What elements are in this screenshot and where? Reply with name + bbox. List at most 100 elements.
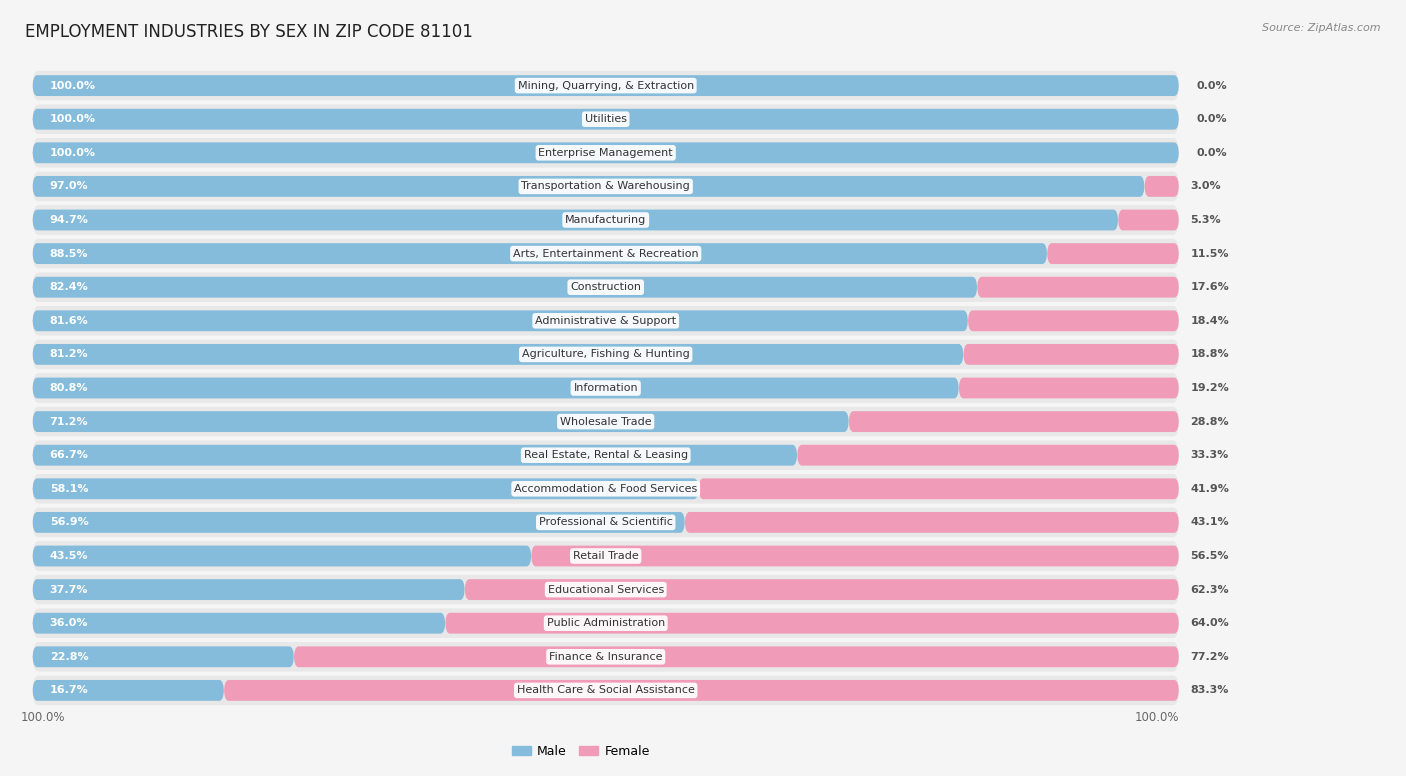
Text: 41.9%: 41.9%: [1191, 483, 1229, 494]
Text: EMPLOYMENT INDUSTRIES BY SEX IN ZIP CODE 81101: EMPLOYMENT INDUSTRIES BY SEX IN ZIP CODE…: [25, 23, 474, 41]
FancyBboxPatch shape: [294, 646, 1178, 667]
Text: 37.7%: 37.7%: [49, 584, 89, 594]
Text: 100.0%: 100.0%: [49, 114, 96, 124]
FancyBboxPatch shape: [32, 546, 531, 566]
Text: Arts, Entertainment & Recreation: Arts, Entertainment & Recreation: [513, 248, 699, 258]
Text: 0.0%: 0.0%: [1197, 81, 1226, 91]
FancyBboxPatch shape: [32, 210, 1118, 230]
FancyBboxPatch shape: [32, 608, 1178, 638]
FancyBboxPatch shape: [32, 138, 1178, 168]
Text: Administrative & Support: Administrative & Support: [536, 316, 676, 326]
FancyBboxPatch shape: [32, 205, 1178, 235]
Text: 88.5%: 88.5%: [49, 248, 89, 258]
Text: 36.0%: 36.0%: [49, 618, 89, 629]
FancyBboxPatch shape: [1144, 176, 1178, 197]
FancyBboxPatch shape: [32, 378, 959, 398]
Text: Accommodation & Food Services: Accommodation & Food Services: [515, 483, 697, 494]
FancyBboxPatch shape: [32, 243, 1047, 264]
Text: 43.5%: 43.5%: [49, 551, 89, 561]
Text: 33.3%: 33.3%: [1191, 450, 1229, 460]
FancyBboxPatch shape: [32, 613, 446, 634]
Text: 22.8%: 22.8%: [49, 652, 89, 662]
Text: 80.8%: 80.8%: [49, 383, 89, 393]
FancyBboxPatch shape: [224, 680, 1178, 701]
Text: 43.1%: 43.1%: [1191, 518, 1229, 528]
Text: Wholesale Trade: Wholesale Trade: [560, 417, 651, 427]
Text: 77.2%: 77.2%: [1191, 652, 1229, 662]
Text: 100.0%: 100.0%: [21, 712, 66, 724]
FancyBboxPatch shape: [32, 75, 1178, 96]
Text: Manufacturing: Manufacturing: [565, 215, 647, 225]
Text: Real Estate, Rental & Leasing: Real Estate, Rental & Leasing: [523, 450, 688, 460]
FancyBboxPatch shape: [32, 306, 1178, 335]
FancyBboxPatch shape: [32, 344, 963, 365]
Text: 18.4%: 18.4%: [1191, 316, 1229, 326]
Text: Enterprise Management: Enterprise Management: [538, 147, 673, 158]
Text: 81.6%: 81.6%: [49, 316, 89, 326]
Text: Retail Trade: Retail Trade: [572, 551, 638, 561]
Text: 100.0%: 100.0%: [49, 81, 96, 91]
FancyBboxPatch shape: [32, 407, 1178, 436]
FancyBboxPatch shape: [32, 340, 1178, 369]
Text: Construction: Construction: [571, 282, 641, 293]
FancyBboxPatch shape: [699, 478, 1178, 499]
Text: 0.0%: 0.0%: [1197, 147, 1226, 158]
FancyBboxPatch shape: [32, 575, 1178, 605]
Text: Mining, Quarrying, & Extraction: Mining, Quarrying, & Extraction: [517, 81, 693, 91]
FancyBboxPatch shape: [849, 411, 1178, 432]
Text: Information: Information: [574, 383, 638, 393]
Text: 19.2%: 19.2%: [1191, 383, 1229, 393]
FancyBboxPatch shape: [32, 272, 1178, 302]
Text: 66.7%: 66.7%: [49, 450, 89, 460]
Text: Finance & Insurance: Finance & Insurance: [548, 652, 662, 662]
FancyBboxPatch shape: [32, 373, 1178, 403]
Text: 82.4%: 82.4%: [49, 282, 89, 293]
Legend: Male, Female: Male, Female: [508, 740, 655, 763]
Text: 97.0%: 97.0%: [49, 182, 89, 192]
FancyBboxPatch shape: [963, 344, 1178, 365]
Text: 56.9%: 56.9%: [49, 518, 89, 528]
FancyBboxPatch shape: [32, 411, 849, 432]
FancyBboxPatch shape: [685, 512, 1178, 533]
Text: Public Administration: Public Administration: [547, 618, 665, 629]
FancyBboxPatch shape: [32, 642, 1178, 671]
Text: 16.7%: 16.7%: [49, 685, 89, 695]
Text: 58.1%: 58.1%: [49, 483, 89, 494]
Text: 81.2%: 81.2%: [49, 349, 89, 359]
Text: Agriculture, Fishing & Hunting: Agriculture, Fishing & Hunting: [522, 349, 689, 359]
FancyBboxPatch shape: [32, 478, 699, 499]
FancyBboxPatch shape: [32, 277, 977, 298]
FancyBboxPatch shape: [32, 512, 685, 533]
FancyBboxPatch shape: [32, 239, 1178, 268]
FancyBboxPatch shape: [32, 71, 1178, 100]
FancyBboxPatch shape: [32, 680, 224, 701]
FancyBboxPatch shape: [531, 546, 1178, 566]
Text: 56.5%: 56.5%: [1191, 551, 1229, 561]
Text: 18.8%: 18.8%: [1191, 349, 1229, 359]
FancyBboxPatch shape: [797, 445, 1178, 466]
FancyBboxPatch shape: [32, 310, 967, 331]
FancyBboxPatch shape: [1118, 210, 1178, 230]
Text: 5.3%: 5.3%: [1191, 215, 1220, 225]
Text: Transportation & Warehousing: Transportation & Warehousing: [522, 182, 690, 192]
Text: 62.3%: 62.3%: [1191, 584, 1229, 594]
Text: 94.7%: 94.7%: [49, 215, 89, 225]
FancyBboxPatch shape: [32, 441, 1178, 470]
Text: 71.2%: 71.2%: [49, 417, 89, 427]
FancyBboxPatch shape: [32, 508, 1178, 537]
FancyBboxPatch shape: [465, 579, 1178, 600]
Text: 3.0%: 3.0%: [1191, 182, 1220, 192]
Text: 28.8%: 28.8%: [1191, 417, 1229, 427]
FancyBboxPatch shape: [32, 646, 294, 667]
FancyBboxPatch shape: [32, 105, 1178, 134]
Text: 100.0%: 100.0%: [1135, 712, 1178, 724]
Text: 100.0%: 100.0%: [49, 147, 96, 158]
Text: Utilities: Utilities: [585, 114, 627, 124]
FancyBboxPatch shape: [32, 176, 1144, 197]
FancyBboxPatch shape: [1047, 243, 1178, 264]
FancyBboxPatch shape: [32, 171, 1178, 201]
FancyBboxPatch shape: [32, 676, 1178, 705]
Text: 11.5%: 11.5%: [1191, 248, 1229, 258]
Text: Professional & Scientific: Professional & Scientific: [538, 518, 672, 528]
FancyBboxPatch shape: [32, 541, 1178, 571]
